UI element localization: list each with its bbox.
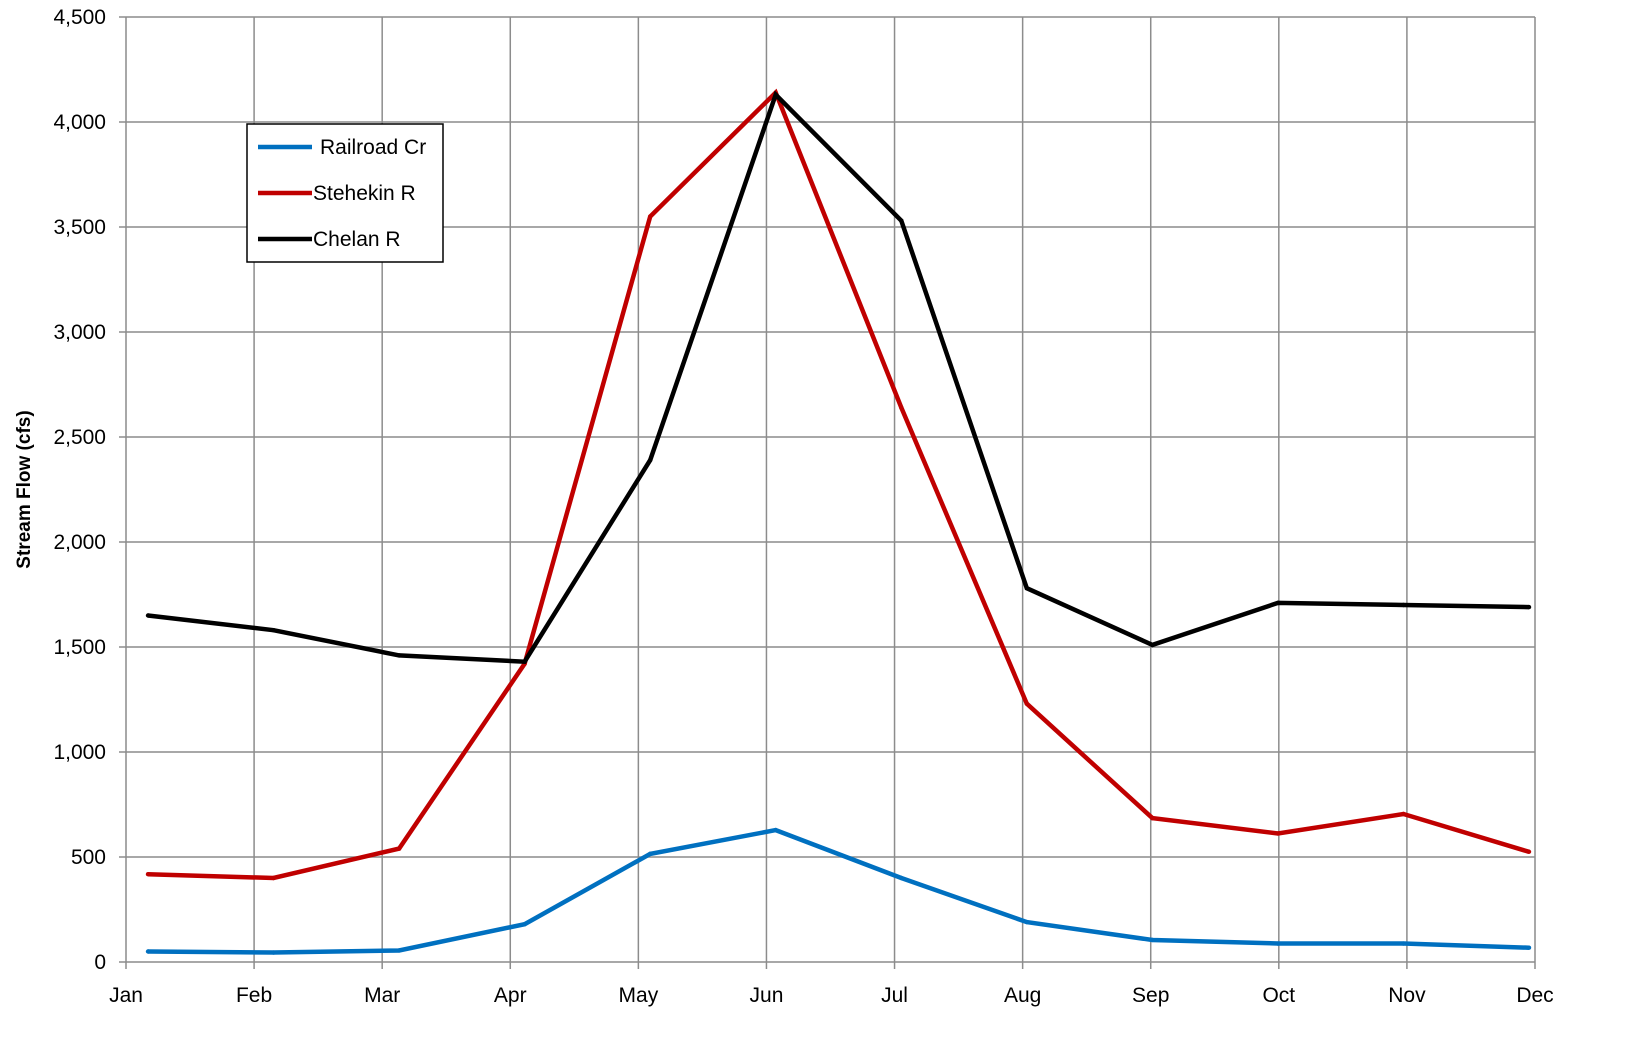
legend-label: Chelan R	[313, 228, 401, 251]
x-tick-label: Dec	[1516, 984, 1553, 1007]
data-point-stehekin-r	[1275, 831, 1281, 836]
data-point-stehekin-r	[271, 875, 276, 881]
series-lines	[145, 88, 1532, 955]
data-point-railroad-cr	[647, 851, 653, 857]
y-axis-title: Stream Flow (cfs)	[14, 410, 35, 568]
x-tick-label: Jan	[109, 984, 143, 1007]
y-tick-label: 1,000	[53, 741, 106, 764]
data-point-railroad-cr	[522, 922, 527, 927]
data-point-railroad-cr	[271, 950, 276, 955]
y-tick-label: 1,500	[53, 636, 106, 659]
data-point-stehekin-r	[899, 405, 904, 410]
x-tick-label: Jul	[881, 984, 908, 1007]
data-point-chelan-r	[1275, 600, 1281, 606]
data-point-stehekin-r	[1526, 849, 1532, 854]
data-point-chelan-r	[1401, 602, 1406, 608]
data-point-stehekin-r	[396, 846, 402, 851]
x-tick-label: May	[619, 984, 659, 1007]
data-point-chelan-r	[396, 653, 402, 658]
data-point-stehekin-r	[647, 214, 653, 219]
y-tick-label: 3,500	[53, 216, 106, 239]
data-point-railroad-cr	[1526, 945, 1532, 950]
data-point-railroad-cr	[396, 948, 402, 953]
data-point-railroad-cr	[773, 827, 778, 833]
x-tick-label: Sep	[1132, 984, 1169, 1007]
x-tick-label: Apr	[494, 984, 527, 1007]
y-tick-label: 4,000	[53, 111, 106, 134]
series-line-railroad-cr	[147, 827, 1530, 955]
y-tick-label: 500	[71, 846, 106, 869]
data-point-chelan-r	[1526, 604, 1532, 610]
data-point-railroad-cr	[145, 949, 151, 954]
x-tick-label: Aug	[1004, 984, 1041, 1007]
x-tick-label: Oct	[1262, 984, 1295, 1007]
data-point-chelan-r	[773, 92, 778, 97]
y-tick-label: 0	[94, 951, 106, 974]
data-point-stehekin-r	[145, 872, 151, 877]
data-point-railroad-cr	[899, 875, 904, 881]
data-point-stehekin-r	[1150, 815, 1155, 821]
data-point-railroad-cr	[1024, 919, 1030, 925]
data-point-chelan-r	[145, 613, 151, 618]
series-line-chelan-r	[147, 90, 1530, 665]
series-line-stehekin-r	[147, 88, 1530, 881]
y-tick-label: 4,500	[53, 6, 106, 29]
x-tick-label: Mar	[364, 984, 400, 1007]
data-point-stehekin-r	[1401, 811, 1406, 817]
data-point-railroad-cr	[1150, 937, 1155, 943]
data-point-chelan-r	[647, 457, 653, 463]
y-tick-label: 2,000	[53, 531, 106, 554]
data-point-chelan-r	[1150, 642, 1155, 648]
data-point-railroad-cr	[1401, 941, 1406, 946]
data-point-chelan-r	[271, 628, 276, 633]
x-tick-label: Jun	[750, 984, 784, 1007]
x-tick-label: Feb	[236, 984, 272, 1007]
data-point-chelan-r	[1024, 586, 1030, 591]
axes: 0 500 1,000 1,500 2,000 2,500 3,000 3,500 4,000 4…	[53, 6, 1553, 1007]
data-point-chelan-r	[899, 218, 904, 223]
data-point-railroad-cr	[1275, 941, 1281, 946]
y-tick-label: 3,000	[53, 321, 106, 344]
x-tick-label: Nov	[1388, 984, 1426, 1007]
legend-label: Railroad Cr	[320, 136, 426, 159]
legend-label: Stehekin R	[313, 182, 416, 205]
data-point-chelan-r	[522, 659, 527, 664]
y-tick-label: 2,500	[53, 426, 106, 449]
legend: Railroad Cr Stehekin R Chelan R	[246, 123, 444, 263]
data-point-stehekin-r	[1024, 701, 1030, 706]
